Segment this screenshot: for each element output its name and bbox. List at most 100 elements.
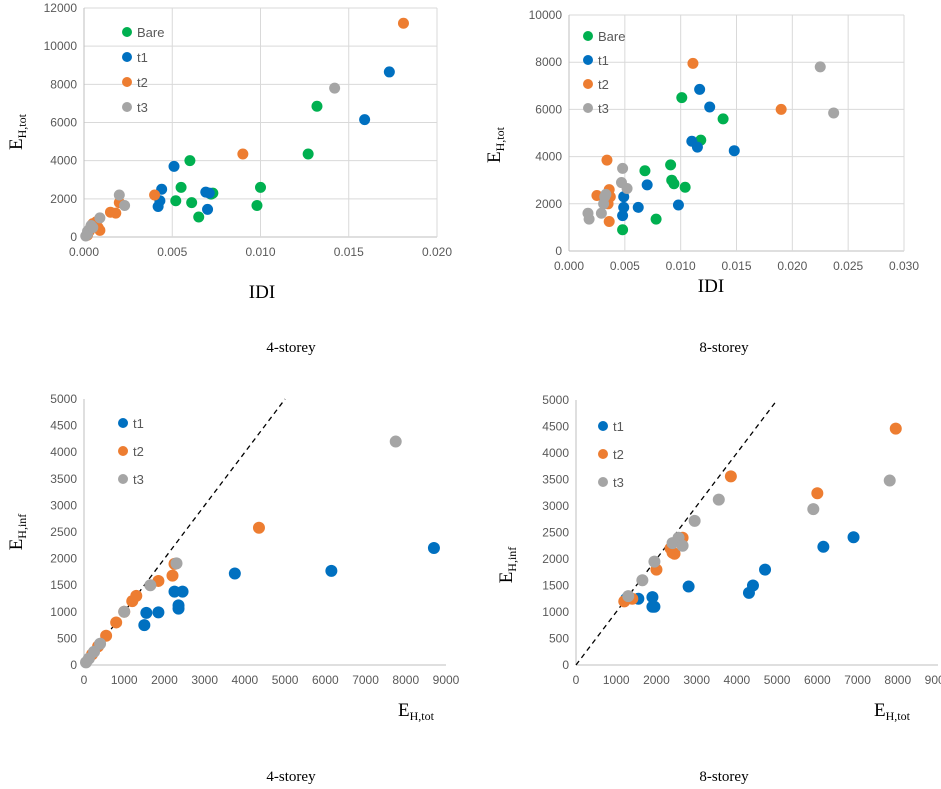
gridlines <box>83 399 446 666</box>
legend-label: t2 <box>133 444 144 459</box>
data-point-t1 <box>228 567 241 580</box>
legend-label: t2 <box>598 77 609 92</box>
chart-4storey-idi: 0.000 0.005 0.010 0.015 0.020 0 2000 4000 6000 8… <box>6 1 452 356</box>
x-tick-label: 9000 <box>433 673 460 687</box>
data-point-t3 <box>807 503 820 516</box>
x-tick-label: 0.020 <box>422 245 452 259</box>
data-point-bare <box>665 159 677 171</box>
panel-caption: 8-storey <box>699 769 749 785</box>
y-axis-title-subscript: H,inf <box>15 514 29 539</box>
data-point-bare <box>668 178 680 190</box>
legend-label: t1 <box>598 53 609 68</box>
x-tick-label: 0.015 <box>334 245 364 259</box>
x-axis-title-subscript: H,tot <box>886 709 911 723</box>
y-tick-label: 1000 <box>542 605 569 619</box>
legend-label: t2 <box>137 75 148 90</box>
x-tick-label: 3000 <box>683 673 710 687</box>
x-tick-label: 0.010 <box>666 259 696 273</box>
x-tick-label: 1000 <box>111 673 138 687</box>
data-points <box>582 57 840 236</box>
data-point-t1 <box>759 563 772 576</box>
data-point-bare <box>717 113 729 125</box>
x-tick-label: 3000 <box>191 673 218 687</box>
legend-label: t1 <box>137 50 148 65</box>
y-tick-label: 6000 <box>535 102 562 116</box>
y-tick-label: 3000 <box>542 499 569 513</box>
data-point-t3 <box>94 637 107 650</box>
data-point-t1 <box>704 101 716 113</box>
data-point-t1 <box>847 531 860 544</box>
data-point-t2 <box>237 148 249 160</box>
data-points <box>80 435 440 669</box>
x-tick-label: 5000 <box>272 673 299 687</box>
y-tick-label: 1500 <box>50 578 77 592</box>
data-point-t1 <box>648 600 661 613</box>
legend-label: t3 <box>133 472 144 487</box>
x-axis-title: EH,tot <box>874 700 911 723</box>
data-point-t1 <box>641 179 653 191</box>
data-point-t2 <box>397 17 409 29</box>
data-point-t1 <box>618 201 630 213</box>
y-tick-label: 10000 <box>44 39 78 53</box>
data-point-bare <box>184 155 196 167</box>
data-point-t2 <box>252 521 265 534</box>
legend-marker <box>583 79 593 89</box>
x-tick-label: 4000 <box>724 673 751 687</box>
x-axis-title: EH,tot <box>398 700 435 723</box>
data-point-t2 <box>889 422 902 435</box>
data-point-t3 <box>600 188 612 200</box>
data-point-t1 <box>427 541 440 554</box>
data-point-t3 <box>87 221 99 233</box>
legend-label: Bare <box>598 29 625 44</box>
data-point-t3 <box>170 557 183 570</box>
x-tick-label: 6000 <box>312 673 339 687</box>
legend-label: t1 <box>613 419 624 434</box>
x-tick-label: 1000 <box>603 673 630 687</box>
legend-label: t3 <box>137 100 148 115</box>
panel-caption: 4-storey <box>266 769 316 785</box>
data-point-t3 <box>712 493 725 506</box>
data-point-t3 <box>676 539 689 552</box>
data-point-t3 <box>814 61 826 73</box>
y-tick-label: 8000 <box>535 55 562 69</box>
data-point-t3 <box>113 189 125 201</box>
y-tick-label: 1000 <box>50 605 77 619</box>
panel-caption: 8-storey <box>699 340 749 356</box>
data-point-t3 <box>119 200 131 212</box>
legend-label: Bare <box>137 25 164 40</box>
y-axis-title: EH,tot <box>484 126 507 163</box>
y-tick-label: 4500 <box>50 419 77 433</box>
x-tick-label: 4000 <box>232 673 259 687</box>
data-point-t1 <box>176 585 189 598</box>
data-point-t3 <box>94 212 106 224</box>
y-tick-label: 0 <box>70 230 77 244</box>
data-point-t2 <box>811 487 824 500</box>
x-tick-label: 0.005 <box>157 245 187 259</box>
legend-label: t3 <box>613 475 624 490</box>
data-point-t2 <box>149 189 161 201</box>
y-tick-label: 2000 <box>535 197 562 211</box>
data-point-t1 <box>202 203 214 215</box>
legend-marker <box>118 474 128 484</box>
y-tick-label: 4000 <box>542 446 569 460</box>
data-point-t1 <box>203 187 215 199</box>
y-axis-title-subscript: H,inf <box>505 547 519 572</box>
data-point-bare <box>193 211 205 223</box>
x-axis-title: IDI <box>249 282 275 303</box>
legend-marker <box>583 31 593 41</box>
data-point-t3 <box>688 514 701 527</box>
data-point-t1 <box>672 199 684 211</box>
data-point-t2 <box>687 57 699 69</box>
data-point-t1 <box>691 141 703 153</box>
gridlines <box>575 400 938 666</box>
data-point-bare <box>617 224 629 236</box>
data-point-t1 <box>172 602 185 615</box>
y-tick-label: 5000 <box>542 393 569 407</box>
data-point-t2 <box>668 547 681 560</box>
data-point-t1 <box>694 83 706 95</box>
data-point-t1 <box>138 619 151 632</box>
legend-marker <box>583 55 593 65</box>
x-tick-label: 0.025 <box>833 259 863 273</box>
y-tick-label: 500 <box>549 632 569 646</box>
x-tick-label: 5000 <box>764 673 791 687</box>
